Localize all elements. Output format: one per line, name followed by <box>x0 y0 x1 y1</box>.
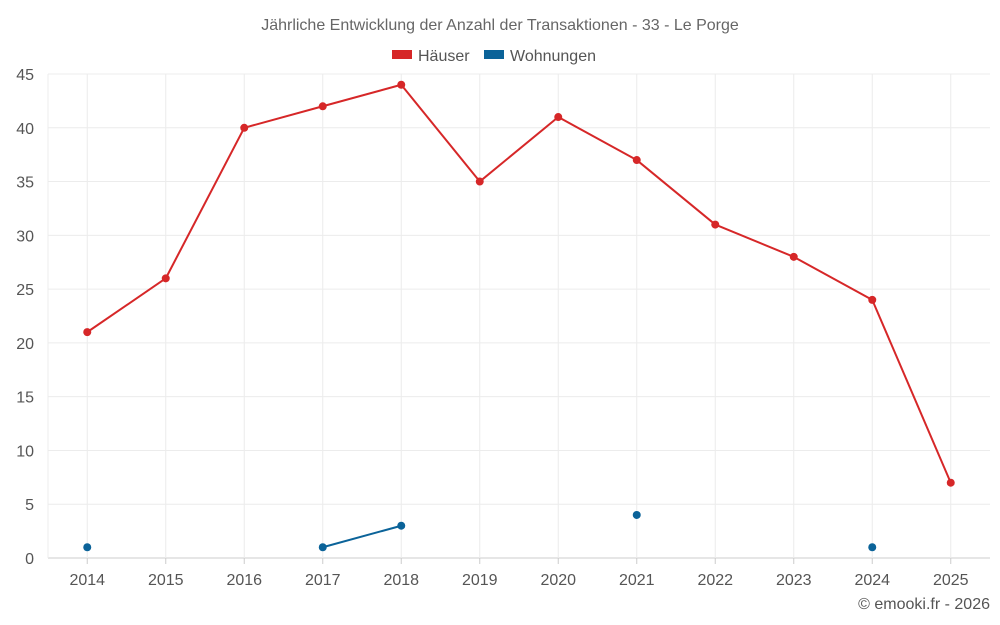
chart-title: Jährliche Entwicklung der Anzahl der Tra… <box>261 17 739 34</box>
x-tick-label: 2016 <box>226 572 262 589</box>
series-1 <box>83 510 877 552</box>
series-line-segment <box>557 116 638 161</box>
data-point[interactable] <box>868 295 877 304</box>
legend-label-wohnungen[interactable]: Wohnungen <box>510 48 596 65</box>
y-tick-label: 15 <box>16 390 34 407</box>
grid <box>47 73 990 559</box>
y-tick-label: 45 <box>16 67 34 84</box>
x-tick-label: 2020 <box>540 572 576 589</box>
data-point[interactable] <box>83 328 92 337</box>
series-line-segment <box>322 524 402 549</box>
data-point[interactable] <box>868 543 877 552</box>
data-point[interactable] <box>711 220 720 229</box>
y-tick-label: 40 <box>16 121 34 138</box>
data-point[interactable] <box>475 177 484 186</box>
x-tick-label: 2024 <box>854 572 890 589</box>
data-point[interactable] <box>318 543 327 552</box>
legend-swatch-haeuser <box>392 50 412 59</box>
series-line-segment <box>793 255 873 301</box>
data-point[interactable] <box>632 156 641 165</box>
data-point[interactable] <box>83 543 92 552</box>
series-layer <box>83 80 955 552</box>
x-tick-label: 2025 <box>933 572 969 589</box>
data-point[interactable] <box>397 80 406 89</box>
x-tick-label: 2023 <box>776 572 812 589</box>
y-tick-label: 0 <box>25 551 34 568</box>
x-tick-label: 2014 <box>69 572 105 589</box>
legend: Häuser Wohnungen <box>392 48 596 65</box>
series-line-segment <box>322 83 402 108</box>
data-point[interactable] <box>789 252 798 261</box>
data-point[interactable] <box>397 521 406 530</box>
data-point[interactable] <box>240 123 249 132</box>
x-tick-label: 2022 <box>697 572 733 589</box>
series-line-segment <box>400 84 481 183</box>
legend-swatch-wohnungen <box>484 50 504 59</box>
y-tick-label: 20 <box>16 336 34 353</box>
y-tick-label: 25 <box>16 282 34 299</box>
y-tick-label: 5 <box>25 497 34 514</box>
x-tick-label: 2018 <box>383 572 419 589</box>
series-line-segment <box>871 299 952 484</box>
data-point[interactable] <box>632 510 641 519</box>
series-line-segment <box>86 277 167 333</box>
y-tick-label: 35 <box>16 175 34 192</box>
data-point[interactable] <box>554 113 563 122</box>
series-line-segment <box>479 116 559 183</box>
series-0 <box>83 80 955 487</box>
x-tick-label: 2017 <box>305 572 341 589</box>
legend-label-haeuser[interactable]: Häuser <box>418 48 470 65</box>
y-tick-label: 30 <box>16 228 34 245</box>
x-tick-label: 2021 <box>619 572 655 589</box>
x-tick-label: 2019 <box>462 572 498 589</box>
series-line-segment <box>164 127 246 279</box>
series-line-segment <box>636 159 716 226</box>
y-tick-label: 10 <box>16 443 34 460</box>
copyright-footer: © emooki.fr - 2026 <box>858 596 990 613</box>
series-line-segment <box>714 223 795 258</box>
data-point[interactable] <box>318 102 327 111</box>
data-point[interactable] <box>946 478 955 487</box>
x-tick-label: 2015 <box>148 572 184 589</box>
data-point[interactable] <box>161 274 170 283</box>
series-line-segment <box>243 105 324 129</box>
